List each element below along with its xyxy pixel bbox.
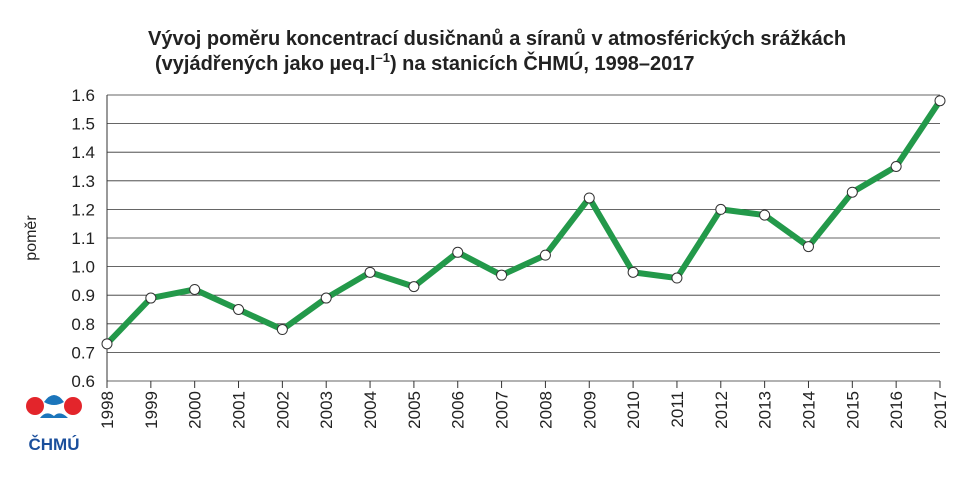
x-tick-label: 2001 xyxy=(230,391,249,429)
chart-title: (vyjádřených jako µeq.l–1) na stanicích … xyxy=(155,50,695,75)
x-tick-label: 2000 xyxy=(186,391,205,429)
x-tick-label: 1998 xyxy=(98,391,117,429)
y-tick-label: 1.6 xyxy=(71,86,95,105)
y-tick-label: 0.6 xyxy=(71,372,95,391)
x-tick-label: 2005 xyxy=(405,391,424,429)
line xyxy=(107,101,940,344)
marker xyxy=(234,305,244,315)
title-part: ) na stanicích ČHMÚ, 1998–2017 xyxy=(390,51,695,75)
marker xyxy=(716,204,726,214)
y-tick-label: 0.9 xyxy=(71,286,95,305)
title-superscript: –1 xyxy=(376,50,390,65)
x-tick-label: 2002 xyxy=(273,391,292,429)
x-tick-label: 1999 xyxy=(142,391,161,429)
x-tick-label: 2015 xyxy=(843,391,862,429)
marker xyxy=(584,193,594,203)
marker xyxy=(146,293,156,303)
x-tick-label: 2009 xyxy=(580,391,599,429)
marker xyxy=(628,267,638,277)
logo-text: ČHMÚ xyxy=(29,435,80,454)
marker xyxy=(803,242,813,252)
y-tick-label: 1.0 xyxy=(71,258,95,277)
x-tick-label: 2017 xyxy=(931,391,950,429)
x-tick-label: 2010 xyxy=(624,391,643,429)
x-tick-label: 2012 xyxy=(712,391,731,429)
x-tick-label: 2013 xyxy=(756,391,775,429)
x-tick-label: 2016 xyxy=(887,391,906,429)
chart-title: Vývoj poměru koncentrací dusičnanů a sír… xyxy=(148,28,846,50)
logo: ČHMÚ xyxy=(26,395,82,454)
y-tick-label: 1.2 xyxy=(71,200,95,219)
x-tick-label: 2007 xyxy=(493,391,512,429)
y-tick-label: 1.4 xyxy=(71,143,95,162)
marker xyxy=(277,325,287,335)
y-tick-label: 1.3 xyxy=(71,172,95,191)
y-tick-label: 1.1 xyxy=(71,229,95,248)
marker xyxy=(891,162,901,172)
x-tick-label: 2006 xyxy=(449,391,468,429)
marker xyxy=(102,339,112,349)
y-tick-label: 1.5 xyxy=(71,115,95,134)
chart: Vývoj poměru koncentrací dusičnanů a sír… xyxy=(0,0,975,480)
logo-wave xyxy=(40,395,68,418)
marker xyxy=(540,250,550,260)
x-tick-label: 2011 xyxy=(668,391,687,428)
x-tick-label: 2003 xyxy=(317,391,336,429)
marker xyxy=(190,284,200,294)
marker xyxy=(321,293,331,303)
marker xyxy=(365,267,375,277)
y-tick-label: 0.7 xyxy=(71,343,95,362)
marker xyxy=(497,270,507,280)
x-tick-label: 2004 xyxy=(361,391,380,429)
marker xyxy=(847,187,857,197)
marker xyxy=(409,282,419,292)
marker xyxy=(453,247,463,257)
marker xyxy=(935,96,945,106)
title-part: (vyjádřených jako µeq.l xyxy=(155,53,376,75)
logo-circle xyxy=(64,397,82,415)
marker xyxy=(760,210,770,220)
x-tick-label: 2014 xyxy=(799,391,818,429)
logo-circle xyxy=(26,397,44,415)
x-tick-label: 2008 xyxy=(536,391,555,429)
y-tick-label: 0.8 xyxy=(71,315,95,334)
y-axis-label: poměr xyxy=(23,215,40,261)
marker xyxy=(672,273,682,283)
